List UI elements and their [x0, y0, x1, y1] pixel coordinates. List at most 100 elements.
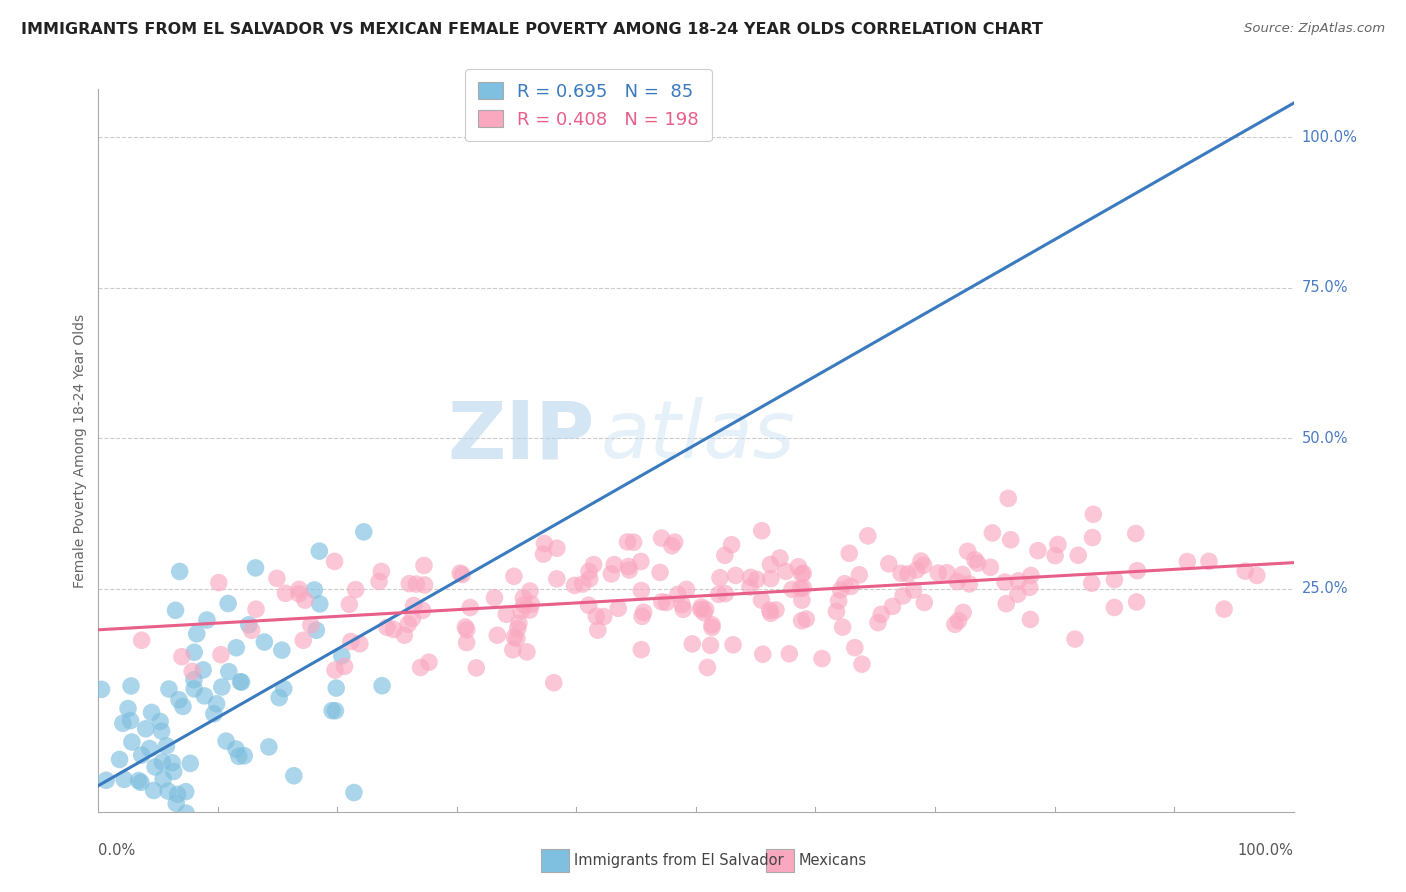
Point: [995, 597, 1018, 611]
Point: [240, 624, 263, 638]
Point: [758, 603, 780, 617]
Point: [1019, 568, 1042, 582]
Point: [586, 623, 609, 637]
Point: [167, 693, 190, 707]
Point: [131, 747, 153, 762]
Point: [402, 599, 425, 613]
Point: [90, 682, 112, 697]
Point: [401, 611, 423, 625]
Point: [513, 598, 536, 612]
Point: [721, 638, 744, 652]
Point: [775, 565, 797, 579]
Point: [997, 491, 1019, 506]
Point: [825, 605, 848, 619]
Point: [231, 675, 253, 690]
Point: [790, 567, 813, 582]
Point: [1104, 573, 1126, 587]
Point: [607, 601, 630, 615]
Point: [503, 630, 526, 644]
Point: [503, 569, 526, 583]
Point: [139, 818, 162, 832]
Point: [1018, 580, 1040, 594]
Point: [238, 617, 260, 632]
Point: [449, 566, 471, 581]
Point: [225, 640, 247, 655]
Point: [571, 577, 593, 591]
Point: [382, 623, 405, 637]
Point: [981, 525, 1004, 540]
Point: [651, 595, 673, 609]
Point: [165, 797, 187, 811]
Point: [1007, 587, 1029, 601]
Point: [305, 624, 328, 638]
Point: [120, 714, 142, 728]
Point: [370, 565, 392, 579]
Point: [253, 635, 276, 649]
Point: [882, 599, 904, 614]
Point: [543, 675, 565, 690]
Point: [948, 614, 970, 628]
Point: [308, 597, 330, 611]
Point: [451, 567, 474, 582]
Point: [330, 648, 353, 663]
Point: [149, 714, 172, 729]
Point: [848, 567, 870, 582]
Point: [745, 573, 768, 587]
Point: [1198, 554, 1220, 568]
Point: [174, 785, 197, 799]
Point: [343, 785, 366, 799]
Point: [740, 570, 762, 584]
Point: [172, 699, 194, 714]
Point: [273, 681, 295, 696]
Point: [927, 566, 949, 580]
Point: [486, 628, 509, 642]
Text: 0.0%: 0.0%: [98, 843, 135, 858]
Point: [142, 783, 165, 797]
Point: [690, 600, 713, 615]
Point: [630, 642, 652, 657]
Point: [456, 635, 478, 649]
Point: [208, 575, 231, 590]
Point: [1213, 602, 1236, 616]
Point: [699, 638, 721, 652]
Point: [129, 775, 152, 789]
Point: [340, 634, 363, 648]
Point: [193, 689, 215, 703]
Point: [631, 609, 654, 624]
Point: [994, 575, 1017, 590]
Point: [195, 613, 218, 627]
Text: atlas: atlas: [600, 397, 796, 475]
Point: [830, 582, 852, 597]
Point: [1046, 537, 1069, 551]
Point: [834, 576, 856, 591]
Point: [495, 607, 517, 622]
Point: [257, 739, 280, 754]
Point: [169, 565, 191, 579]
Point: [946, 574, 969, 589]
Point: [838, 546, 860, 560]
Point: [839, 580, 862, 594]
Point: [519, 603, 541, 617]
Point: [759, 558, 782, 572]
Point: [394, 628, 416, 642]
Point: [292, 633, 315, 648]
Point: [1064, 632, 1087, 646]
Point: [506, 622, 529, 636]
Point: [1126, 564, 1149, 578]
Point: [508, 616, 530, 631]
Point: [1246, 568, 1268, 582]
Point: [325, 704, 347, 718]
Point: [533, 536, 555, 550]
Point: [299, 618, 322, 632]
Point: [592, 609, 614, 624]
Point: [502, 642, 524, 657]
Point: [897, 566, 920, 581]
Point: [128, 773, 150, 788]
Legend: R = 0.695   N =  85, R = 0.408   N = 198: R = 0.695 N = 85, R = 0.408 N = 198: [465, 70, 711, 141]
Point: [582, 558, 605, 572]
Point: [150, 724, 173, 739]
Point: [308, 544, 330, 558]
Point: [700, 620, 723, 634]
Point: [578, 598, 600, 612]
Text: 25.0%: 25.0%: [1302, 582, 1348, 597]
